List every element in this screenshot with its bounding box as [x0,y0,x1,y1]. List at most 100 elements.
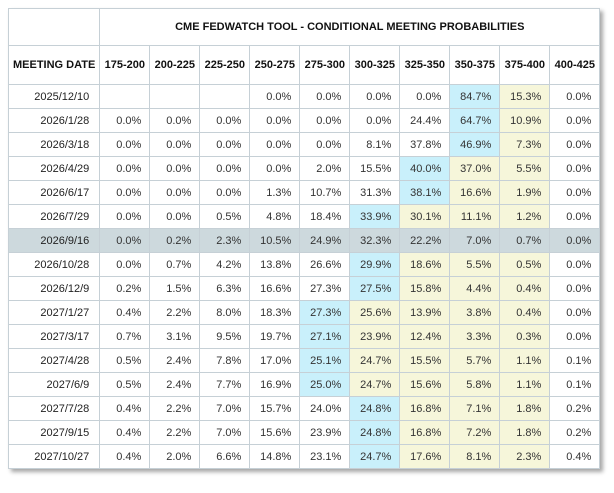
table-row[interactable]: 2027/6/9 0.5% 2.4% 7.7% 16.9% 25.0% 24.7% 15.6%… [7,372,601,397]
probability-cell: 15.5% [349,156,401,181]
table-row[interactable]: 2026/6/17 0.0% 0.0% 0.0% 1.3% 10.7% 31.3% 38.1%… [7,180,601,205]
corner-cell [7,8,101,46]
probability-cell: 2.4% [149,372,201,397]
table-row[interactable]: 2027/1/27 0.4% 2.2% 8.0% 18.3% 27.3% 25.6% 13.9… [7,300,601,325]
table-row[interactable]: 2027/7/28 0.4% 2.2% 7.0% 15.7% 24.0% 24.8% 16.8… [7,396,601,421]
probability-cell: 17.0% [249,348,301,373]
probability-cell: 24.9% [299,228,351,253]
probability-cell: 25.0% [299,372,351,397]
probability-cell: 22.2% [399,228,451,253]
table-row[interactable]: 2026/12/9 0.2% 1.5% 6.3% 16.6% 27.3% 27.5% 15.8… [7,276,601,301]
probability-cell: 0.0% [199,156,251,181]
meeting-date-cell: 2026/9/16 [7,228,101,253]
probability-table-body: 2025/12/10 0.0% 0.0% 0.0% 0.0% 84.7% 15.3% 0.0%… [7,84,601,469]
probability-cell: 7.0% [199,396,251,421]
probability-cell: 31.3% [349,180,401,205]
probability-cell: 0.0% [249,132,301,157]
table-row[interactable]: 2027/4/28 0.5% 2.4% 7.8% 17.0% 25.1% 24.7% 15.5… [7,348,601,373]
probability-cell: 15.5% [399,348,451,373]
table-row[interactable]: 2026/9/16 0.0% 0.2% 2.3% 10.5% 24.9% 32.3% 22.2… [7,228,601,253]
rate-range-column-header: 325-350 [399,45,451,85]
probability-cell: 23.9% [349,324,401,349]
meeting-date-cell: 2027/10/27 [7,444,101,469]
probability-cell: 24.4% [399,108,451,133]
probability-cell: 27.3% [299,276,351,301]
probability-cell: 0.0% [99,180,151,205]
probability-cell: 0.0% [549,132,601,157]
probability-cell: 18.4% [299,204,351,229]
table-row[interactable]: 2026/4/29 0.0% 0.0% 0.0% 0.0% 2.0% 15.5% 40.0% 3… [7,156,601,181]
probability-cell: 27.1% [299,324,351,349]
rate-range-column-header: 200-225 [149,45,201,85]
probability-cell: 7.0% [199,420,251,445]
probability-cell: 0.0% [99,108,151,133]
rate-range-column-header: 350-375 [449,45,501,85]
table-row[interactable]: 2025/12/10 0.0% 0.0% 0.0% 0.0% 84.7% 15.3% 0.0% [7,84,601,109]
table-row[interactable]: 2026/1/28 0.0% 0.0% 0.0% 0.0% 0.0% 0.0% 24.4% 64… [7,108,601,133]
probability-cell: 0.0% [149,204,201,229]
table-row[interactable]: 2026/10/28 0.0% 0.7% 4.2% 13.8% 26.6% 29.9% 18.… [7,252,601,277]
probability-cell: 0.0% [549,324,601,349]
probability-cell: 0.0% [99,252,151,277]
meeting-date-cell: 2026/10/28 [7,252,101,277]
meeting-date-cell: 2026/1/28 [7,108,101,133]
probability-cell [99,84,151,109]
probability-cell: 0.0% [549,228,601,253]
probability-cell: 24.8% [349,396,401,421]
probability-cell: 5.5% [499,156,551,181]
meeting-date-cell: 2026/7/29 [7,204,101,229]
probability-cell: 0.0% [549,84,601,109]
meeting-date-cell: 2026/3/18 [7,132,101,157]
probability-cell: 46.9% [449,132,501,157]
probability-cell: 0.0% [549,108,601,133]
probability-cell: 18.3% [249,300,301,325]
meeting-date-cell: 2027/1/27 [7,300,101,325]
probability-cell: 5.7% [449,348,501,373]
column-header-row: MEETING DATE 175-200 200-225 225-250 250-27… [7,45,601,85]
probability-cell: 15.7% [249,396,301,421]
probability-cell: 0.0% [99,204,151,229]
probability-cell: 40.0% [399,156,451,181]
probability-cell: 24.0% [299,396,351,421]
meeting-date-cell: 2026/12/9 [7,276,101,301]
table-row[interactable]: 2027/3/17 0.7% 3.1% 9.5% 19.7% 27.1% 23.9% 12.4… [7,324,601,349]
probability-cell: 2.3% [499,444,551,469]
probability-cell: 15.8% [399,276,451,301]
probability-cell: 13.9% [399,300,451,325]
probability-cell: 2.2% [149,300,201,325]
probability-cell: 2.4% [149,348,201,373]
probability-cell: 0.0% [549,156,601,181]
probability-cell: 26.6% [299,252,351,277]
probability-cell: 0.4% [499,300,551,325]
probability-cell: 0.5% [199,204,251,229]
probability-cell: 5.8% [449,372,501,397]
probability-cell [199,84,251,109]
probability-cell: 0.0% [249,84,301,109]
probability-cell: 33.9% [349,204,401,229]
probability-cell: 38.1% [399,180,451,205]
table-row[interactable]: 2027/10/27 0.4% 2.0% 6.6% 14.8% 23.1% 24.7% 17.… [7,444,601,469]
probability-cell: 0.4% [99,396,151,421]
probability-cell: 8.1% [349,132,401,157]
rate-range-column-header: 375-400 [499,45,551,85]
table-row[interactable]: 2026/7/29 0.0% 0.0% 0.5% 4.8% 18.4% 33.9% 30.1%… [7,204,601,229]
probability-cell: 27.5% [349,276,401,301]
probability-cell: 24.8% [349,420,401,445]
table-row[interactable]: 2027/9/15 0.4% 2.2% 7.0% 15.6% 23.9% 24.8% 16.8… [7,420,601,445]
probability-cell: 2.0% [149,444,201,469]
probability-cell: 1.1% [499,348,551,373]
probability-cell: 3.1% [149,324,201,349]
probability-cell: 37.8% [399,132,451,157]
probability-cell: 12.4% [399,324,451,349]
probability-cell: 24.7% [349,372,401,397]
probability-cell: 0.2% [549,420,601,445]
rate-range-column-header: 175-200 [99,45,151,85]
probability-cell: 6.3% [199,276,251,301]
probability-cell: 0.0% [199,132,251,157]
probability-cell: 9.5% [199,324,251,349]
table-title: CME FEDWATCH TOOL - CONDITIONAL MEETING … [99,8,601,46]
probability-cell: 0.0% [149,108,201,133]
probability-cell: 3.8% [449,300,501,325]
probability-cell: 0.0% [99,132,151,157]
table-row[interactable]: 2026/3/18 0.0% 0.0% 0.0% 0.0% 0.0% 8.1% 37.8% 46… [7,132,601,157]
